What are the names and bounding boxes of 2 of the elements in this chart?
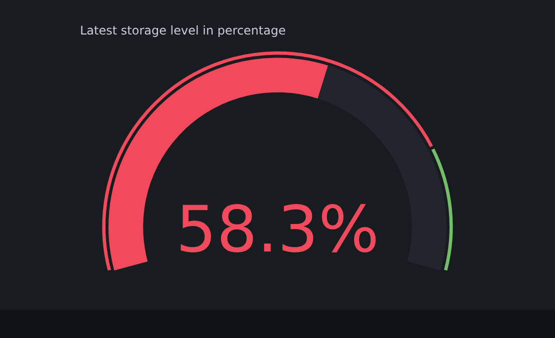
chart-title: Latest storage level in percentage <box>80 23 286 38</box>
text: 58.3% <box>176 193 380 268</box>
